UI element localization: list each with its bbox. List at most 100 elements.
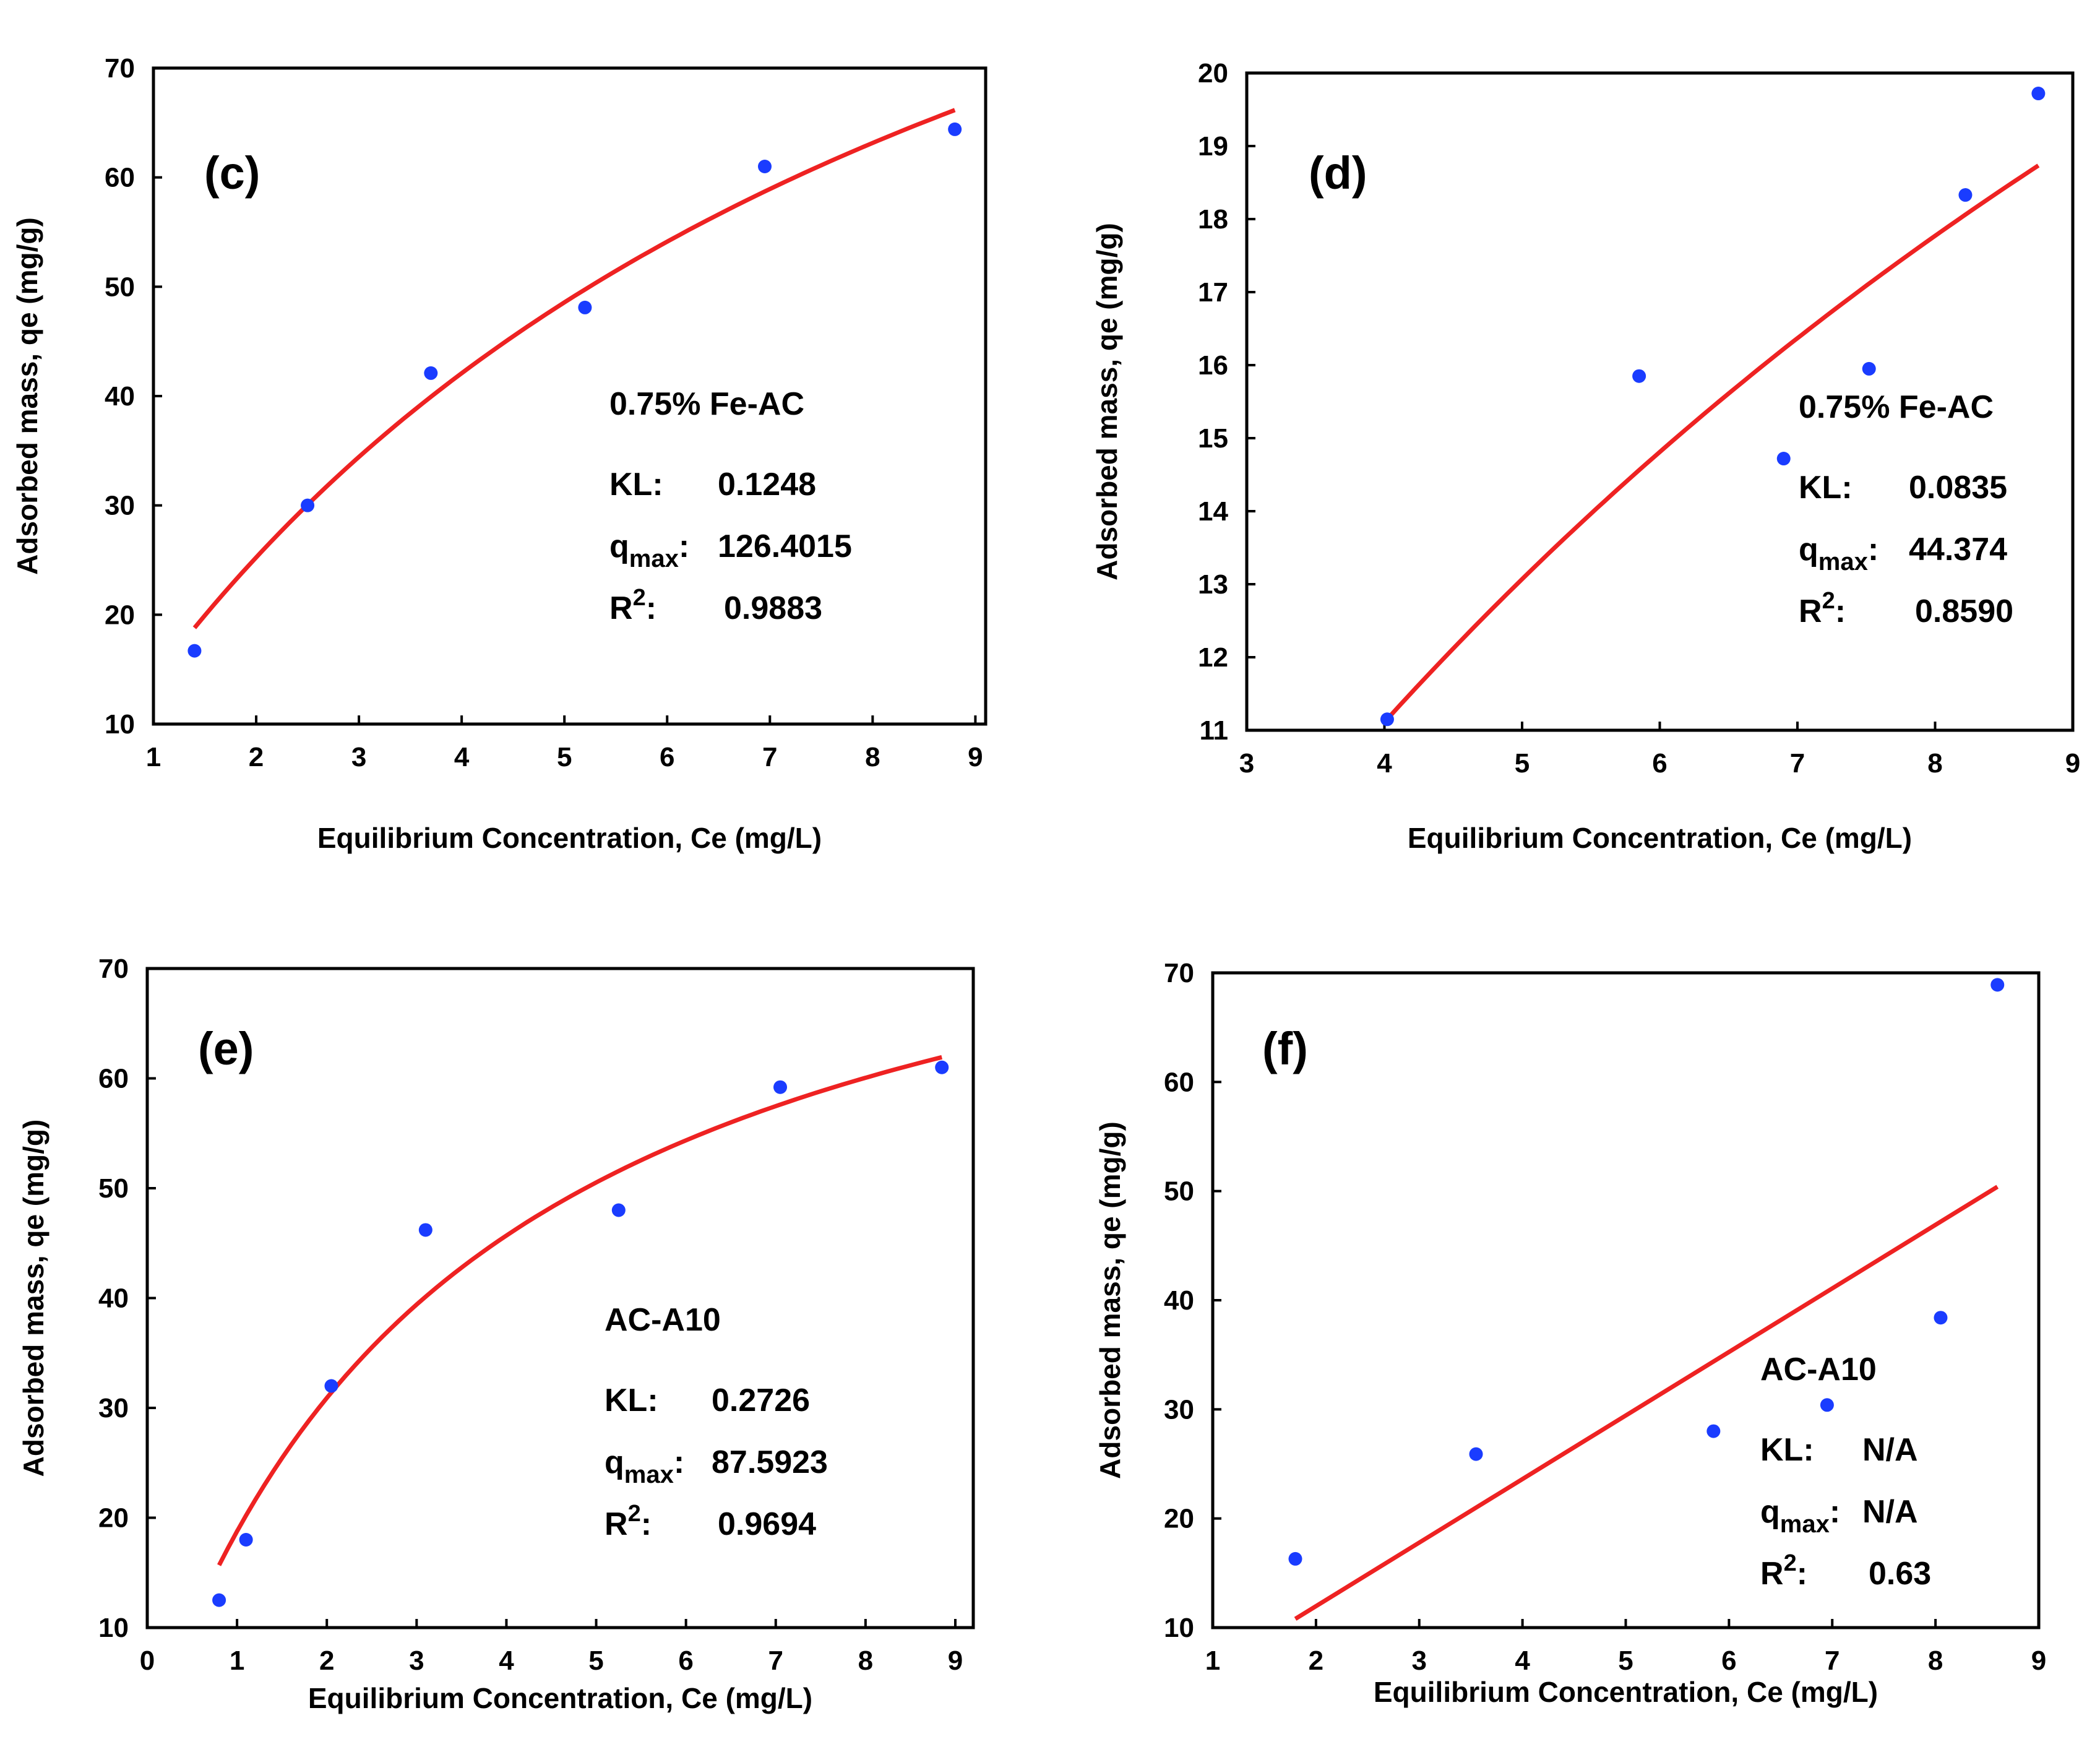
data-point [2031,87,2046,101]
data-point [935,1060,949,1074]
data-point [1469,1447,1483,1461]
chart-panel-3: 1 2 3 4 5 6 7 8 9 10 20 30 40 50 60 70 Equilibrium Conce… [1094,958,2046,1708]
y-tick-label: 60 [105,163,135,193]
x-tick-label: 5 [588,1646,603,1676]
x-tick-label: 7 [762,742,777,772]
x-tick-label: 3 [409,1646,424,1676]
x-tick-label: 4 [499,1646,514,1676]
x-tick-label: 8 [1928,1646,1943,1676]
y-tick-label: 19 [1198,131,1228,162]
sample-name: AC-A10 [1760,1352,1877,1387]
x-tick-label: 6 [1652,748,1667,779]
x-tick-label: 1 [146,742,161,772]
x-tick-label: 6 [678,1646,693,1676]
data-point [239,1533,253,1547]
x-tick-label: 7 [1825,1646,1840,1676]
qmax-separator: : [1830,1494,1840,1530]
sample-name: 0.75% Fe-AC [1799,389,1994,425]
chart-panel-0: 1 2 3 4 5 6 7 8 9 10 20 30 40 50 60 70 Equilibrium Conce… [11,53,988,854]
x-axis-title: Equilibrium Concentration, Ce (mg/L) [317,822,822,854]
y-tick-label: 17 [1198,277,1228,308]
plot-frame [145,967,975,1629]
y-tick-label: 60 [1164,1067,1194,1097]
r-symbol: R [1760,1556,1784,1592]
r-superscript: 2 [1822,588,1835,614]
y-tick-label: 30 [105,491,135,521]
qmax-value: N/A [1862,1494,1918,1530]
panel-label: (e) [198,1023,254,1074]
x-tick-label: 1 [1205,1646,1220,1676]
kl-label: KL: [605,1383,658,1418]
y-tick-label: 40 [98,1284,129,1314]
chart-panel-2: 0 1 2 3 4 5 6 7 8 9 10 20 30 40 50 60 70 Equilibrium Conc… [17,954,975,1714]
x-tick-label: 8 [858,1646,873,1676]
x-tick-label: 6 [1721,1646,1736,1676]
y-tick-label: 40 [105,381,135,412]
r-separator: : [641,1506,652,1542]
r-squared-label: R2: [1799,588,1846,629]
x-tick-label: 4 [1515,1646,1530,1676]
qmax-subscript: max [1780,1511,1830,1538]
data-point [1934,1311,1948,1325]
x-tick-label: 2 [249,742,264,772]
data-point [418,1223,432,1237]
data-point [773,1080,788,1094]
r-superscript: 2 [633,585,646,611]
data-point [757,160,772,173]
r-superscript: 2 [628,1501,641,1527]
x-tick-label: 4 [454,742,470,772]
data-point [948,122,962,136]
qmax-separator: : [674,1444,684,1480]
x-tick-label: 9 [2031,1646,2046,1676]
qmax-label: qmax: [1760,1494,1840,1538]
data-point [1632,369,1646,383]
r-symbol: R [605,1506,628,1542]
x-tick-label: 5 [557,742,572,772]
panel-label: (c) [204,147,260,199]
fit-curve [192,108,956,629]
x-tick-label: 6 [660,742,674,772]
r-squared-label: R2: [1760,1550,1807,1592]
r-symbol: R [609,590,633,626]
kl-label: KL: [1760,1432,1814,1468]
qmax-value: 87.5923 [712,1444,828,1480]
x-tick-label: 5 [1515,748,1530,779]
data-point [301,498,315,512]
data-point [1862,361,1876,376]
y-tick-label: 13 [1198,569,1228,600]
y-tick-label: 50 [1164,1176,1194,1207]
r-separator: : [646,590,656,626]
x-axis-title: Equilibrium Concentration, Ce (mg/L) [1374,1676,1878,1708]
x-tick-label: 2 [1309,1646,1323,1676]
panel-label: (d) [1309,147,1367,199]
x-tick-label: 9 [968,742,983,772]
y-tick-label: 10 [105,709,135,740]
qmax-subscript: max [1818,548,1868,576]
x-axis-title: Equilibrium Concentration, Ce (mg/L) [1408,822,1912,854]
qmax-symbol: q [605,1444,624,1480]
data-point [578,300,592,314]
x-tick-label: 3 [1412,1646,1427,1676]
kl-value: 0.0835 [1909,470,2007,506]
qmax-separator: : [679,529,689,564]
r-squared-value: 0.9694 [718,1506,816,1542]
kl-value: 0.2726 [712,1383,810,1418]
x-tick-label: 3 [1239,748,1254,779]
r-separator: : [1835,593,1846,629]
data-point [1380,712,1394,727]
x-tick-label: 4 [1377,748,1392,779]
data-point [1990,978,2005,992]
r-symbol: R [1799,593,1822,629]
data-point [1288,1551,1302,1566]
y-tick-label: 70 [1164,958,1194,988]
qmax-symbol: q [1799,532,1818,567]
qmax-label: qmax: [609,529,689,572]
kl-value: 0.1248 [718,467,816,503]
y-axis-title: Adsorbed mass, qe (mg/g) [17,1120,49,1477]
fit-curve [1294,1185,1999,1621]
y-tick-label: 20 [1198,58,1228,88]
y-tick-label: 30 [98,1393,129,1423]
r-squared-value: 0.9883 [724,590,822,626]
x-tick-label: 1 [230,1646,244,1676]
qmax-label: qmax: [605,1444,684,1488]
